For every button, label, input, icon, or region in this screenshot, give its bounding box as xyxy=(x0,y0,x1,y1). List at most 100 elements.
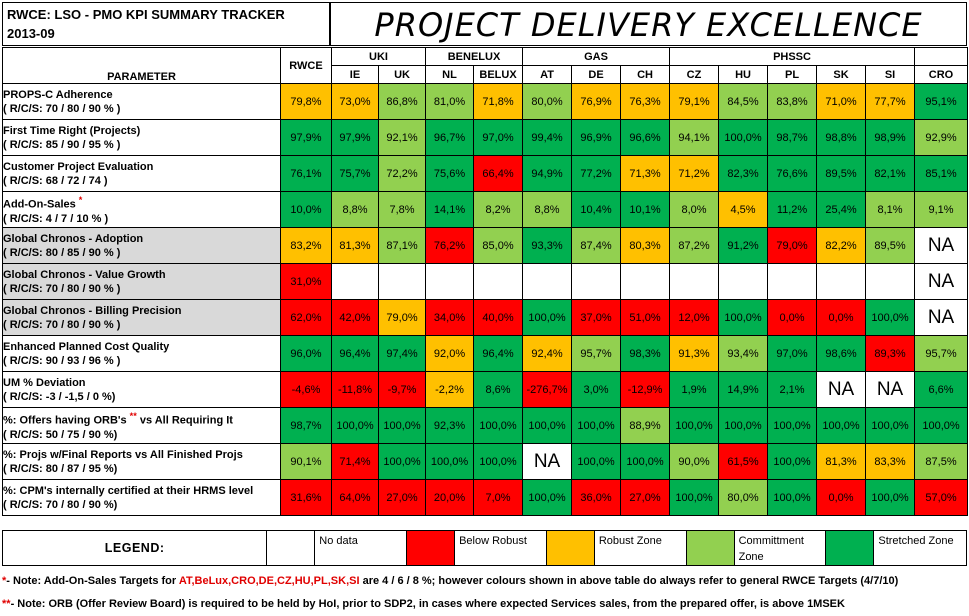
kpi-parameter: First Time Right (Projects)( R/C/S: 85 /… xyxy=(2,119,281,156)
kpi-value-cell: 71,4% xyxy=(331,443,379,480)
legend-label-below-robust: Below Robust xyxy=(455,531,547,565)
kpi-value-cell: 92,1% xyxy=(377,119,427,156)
kpi-value-cell: 3,0% xyxy=(571,371,622,408)
kpi-value-cell: 100,0% xyxy=(473,407,524,444)
kpi-value-cell: 8,8% xyxy=(522,191,573,228)
kpi-value-cell: 93,3% xyxy=(522,227,573,264)
kpi-value-cell: 64,0% xyxy=(331,479,379,516)
kpi-parameter: Enhanced Planned Cost Quality( R/C/S: 90… xyxy=(2,335,281,372)
kpi-value-cell: 98,6% xyxy=(816,335,867,372)
kpi-parameter: Global Chronos - Value Growth( R/C/S: 70… xyxy=(2,263,281,300)
legend-label-robust: Robust Zone xyxy=(595,531,687,565)
tracker-title-line1: RWCE: LSO - PMO KPI SUMMARY TRACKER xyxy=(7,7,285,22)
kpi-value-cell: 90,0% xyxy=(669,443,720,480)
kpi-value-cell: 100,0% xyxy=(522,299,573,336)
kpi-value-cell: 100,0% xyxy=(865,407,916,444)
kpi-row: UM % Deviation( R/C/S: -3 / -1,5 / 0 %) -… xyxy=(2,371,969,408)
legend-swatch-no-data xyxy=(267,531,316,565)
kpi-value-cell: 89,3% xyxy=(865,335,916,372)
footnote-add-on-sales: *- Note: Add-On-Sales Targets for AT,BeL… xyxy=(2,575,899,587)
kpi-value-cell: 31,6% xyxy=(280,479,332,516)
kpi-value-cell: -12,9% xyxy=(620,371,671,408)
kpi-value-cell: 76,1% xyxy=(280,155,332,192)
kpi-value-cell: -9,7% xyxy=(377,371,427,408)
tracker-period: 2013-09 xyxy=(7,26,55,41)
footnote-mark: * xyxy=(2,575,7,587)
group-header-uki: UKI xyxy=(330,47,427,66)
kpi-name: Global Chronos - Value Growth xyxy=(3,268,166,281)
kpi-value-cell: 10,0% xyxy=(280,191,332,228)
col-header-ie: IE xyxy=(331,65,379,84)
kpi-value-cell: 100,0% xyxy=(473,443,524,480)
kpi-value-cell: 98,3% xyxy=(620,335,671,372)
kpi-value-cell: 66,4% xyxy=(473,155,524,192)
kpi-value-cell: 100,0% xyxy=(620,443,671,480)
kpi-row: Enhanced Planned Cost Quality( R/C/S: 90… xyxy=(2,335,969,372)
kpi-value-cell: 6,6% xyxy=(914,371,969,408)
kpi-value-cell: 10,4% xyxy=(571,191,622,228)
kpi-value-cell: 8,6% xyxy=(473,371,524,408)
kpi-value-cell: -4,6% xyxy=(280,371,332,408)
kpi-value-cell: 36,0% xyxy=(571,479,622,516)
kpi-row: Global Chronos - Adoption( R/C/S: 80 / 8… xyxy=(2,227,969,264)
kpi-value-cell: 79,8% xyxy=(280,83,332,120)
kpi-value-cell: 94,9% xyxy=(522,155,573,192)
kpi-value-cell: 76,6% xyxy=(767,155,818,192)
kpi-value-cell: 51,0% xyxy=(620,299,671,336)
kpi-parameter: PROPS-C Adherence( R/C/S: 70 / 80 / 90 %… xyxy=(2,83,281,120)
legend: LEGEND: No data Below Robust Robust Zone… xyxy=(2,530,967,566)
kpi-value-cell: 27,0% xyxy=(377,479,427,516)
kpi-parameter: UM % Deviation( R/C/S: -3 / -1,5 / 0 %) xyxy=(2,371,281,408)
kpi-value-cell: 76,9% xyxy=(571,83,622,120)
kpi-value-cell: 97,0% xyxy=(473,119,524,156)
kpi-value-cell: 92,3% xyxy=(425,407,475,444)
kpi-value-cell: 95,7% xyxy=(914,335,969,372)
kpi-targets: ( R/C/S: 4 / 7 / 10 % ) xyxy=(3,212,109,225)
kpi-value-cell: 88,9% xyxy=(620,407,671,444)
kpi-value-cell: NA xyxy=(816,371,867,408)
col-header-cz: CZ xyxy=(669,65,720,84)
kpi-value-cell: 14,9% xyxy=(718,371,769,408)
kpi-value-cell: 57,0% xyxy=(914,479,969,516)
kpi-targets: ( R/C/S: 85 / 90 / 95 % ) xyxy=(3,138,121,151)
col-header-sk: SK xyxy=(816,65,867,84)
kpi-value-cell: 100,0% xyxy=(816,407,867,444)
legend-label-commitment: Committment Zone xyxy=(735,531,827,565)
kpi-parameter: Global Chronos - Billing Precision( R/C/… xyxy=(2,299,281,336)
kpi-value-cell: 100,0% xyxy=(669,479,720,516)
kpi-parameter: Global Chronos - Adoption( R/C/S: 80 / 8… xyxy=(2,227,281,264)
kpi-value-cell: 83,3% xyxy=(865,443,916,480)
kpi-value-cell: 34,0% xyxy=(425,299,475,336)
kpi-value-cell xyxy=(425,263,475,300)
kpi-value-cell: 100,0% xyxy=(767,407,818,444)
kpi-value-cell: 75,6% xyxy=(425,155,475,192)
kpi-value-cell: 100,0% xyxy=(914,407,969,444)
kpi-value-cell: 42,0% xyxy=(331,299,379,336)
kpi-value-cell: 20,0% xyxy=(425,479,475,516)
kpi-value-cell: 4,5% xyxy=(718,191,769,228)
kpi-table: PARAMETER RWCE UKI BENELUX GAS PHSSC IE … xyxy=(2,47,969,516)
parameter-header: PARAMETER xyxy=(2,47,281,84)
kpi-value-cell xyxy=(620,263,671,300)
kpi-row: %: Projs w/Final Reports vs All Finished… xyxy=(2,443,969,480)
kpi-row: PROPS-C Adherence( R/C/S: 70 / 80 / 90 %… xyxy=(2,83,969,120)
kpi-value-cell: 79,0% xyxy=(377,299,427,336)
kpi-value-cell: 82,2% xyxy=(816,227,867,264)
kpi-value-cell: 81,3% xyxy=(816,443,867,480)
cro-group-band xyxy=(914,47,969,66)
kpi-value-cell: 87,2% xyxy=(669,227,720,264)
kpi-row: Global Chronos - Billing Precision( R/C/… xyxy=(2,299,969,336)
group-header-benelux: BENELUX xyxy=(425,47,524,66)
col-header-uk: UK xyxy=(377,65,427,84)
kpi-value-cell: 97,9% xyxy=(280,119,332,156)
kpi-value-cell: 85,1% xyxy=(914,155,969,192)
kpi-value-cell: 100,0% xyxy=(571,407,622,444)
legend-label-no-data: No data xyxy=(315,531,408,565)
kpi-value-cell: 92,0% xyxy=(425,335,475,372)
kpi-value-cell xyxy=(718,263,769,300)
kpi-value-cell: 96,0% xyxy=(280,335,332,372)
col-header-cro: CRO xyxy=(914,65,969,84)
legend-swatch-below-robust xyxy=(407,531,456,565)
kpi-value-cell: 100,0% xyxy=(377,407,427,444)
kpi-value-cell xyxy=(816,263,867,300)
